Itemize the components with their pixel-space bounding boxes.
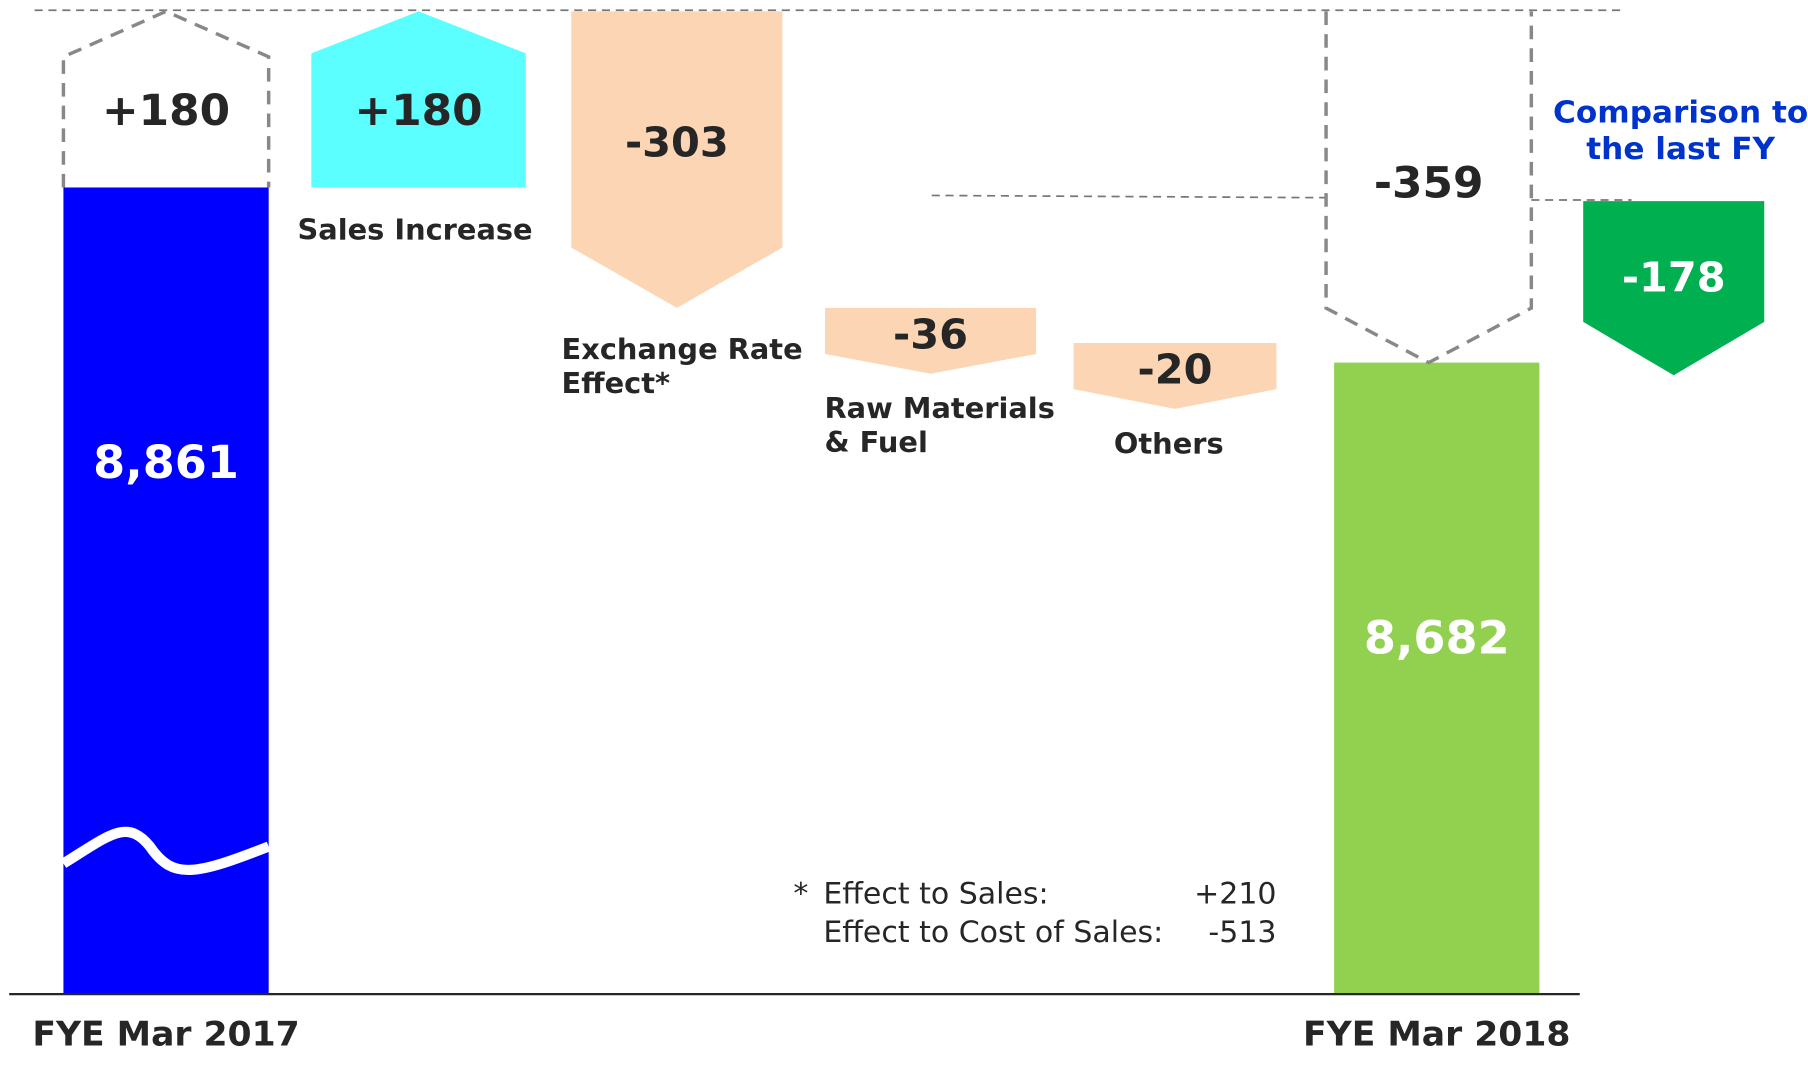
decrease-bar (571, 11, 783, 308)
decrease-bar (825, 307, 1037, 374)
comparison-label: Comparison to the last FY (1553, 95, 1808, 168)
comparison-bar (1583, 201, 1765, 376)
marker-label: +180 (102, 86, 230, 136)
value-label: 8,682 (1364, 612, 1510, 665)
note-label: Effect to Sales: (823, 877, 1049, 912)
value-label: -303 (625, 119, 729, 167)
level-guide (931, 194, 1327, 199)
note-marker: * (793, 877, 809, 912)
value-label: +180 (354, 86, 482, 136)
category-label: Exchange Rate Effect* (561, 332, 803, 400)
value-label: -20 (1138, 346, 1213, 394)
axis-break (1331, 1001, 1542, 1051)
category-label: Sales Increase (297, 213, 533, 247)
total-bar (1334, 362, 1540, 995)
comparison-value: -178 (1622, 254, 1726, 302)
total-bar (63, 187, 269, 995)
subtotal-label: -359 (1374, 159, 1484, 209)
note-value: -513 (1208, 915, 1277, 950)
category-label: FYE Mar 2018 (1303, 1015, 1570, 1055)
increase-marker (61, 9, 271, 188)
decrease-bar (1073, 343, 1277, 409)
note-value: +210 (1194, 877, 1277, 912)
value-label: -36 (893, 311, 968, 359)
category-label: Raw Materials & Fuel (824, 391, 1055, 460)
category-label: Others (1113, 427, 1224, 461)
note-label: Effect to Cost of Sales: (823, 915, 1164, 950)
axis-break (60, 826, 271, 876)
increase-bar (311, 11, 526, 188)
value-label: 8,861 (93, 437, 239, 490)
category-label: FYE Mar 2017 (32, 1015, 299, 1055)
subtotal-marker (1324, 11, 1534, 365)
